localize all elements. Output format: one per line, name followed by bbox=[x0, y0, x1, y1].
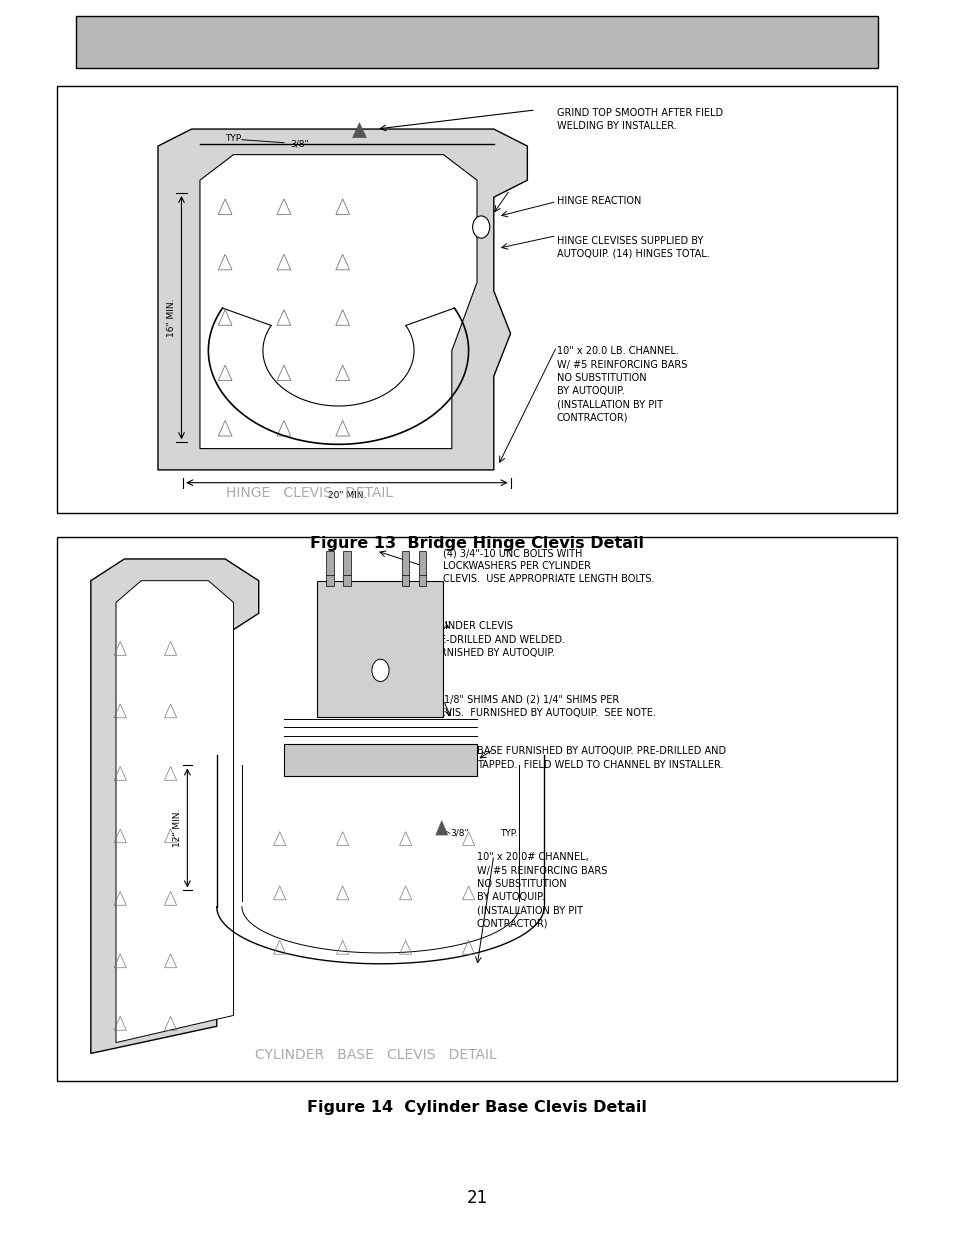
Text: 12" MIN.: 12" MIN. bbox=[173, 809, 182, 847]
Text: 3/8": 3/8" bbox=[450, 829, 468, 837]
Text: 10" x 20.0# CHANNEL,
W/ #5 REINFORCING BARS
NO SUBSTITUTION
BY AUTOQUIP.
(INSTAL: 10" x 20.0# CHANNEL, W/ #5 REINFORCING B… bbox=[476, 852, 607, 929]
Bar bbox=[57, 86, 896, 513]
Text: 3/8": 3/8" bbox=[291, 140, 309, 148]
Polygon shape bbox=[116, 580, 233, 1042]
Bar bbox=[284, 743, 476, 777]
Text: (2) 1/8" SHIMS AND (2) 1/4" SHIMS PER
CLEVIS.  FURNISHED BY AUTOQUIP.  SEE NOTE.: (2) 1/8" SHIMS AND (2) 1/4" SHIMS PER CL… bbox=[426, 695, 655, 718]
Text: GRIND TOP SMOOTH AFTER FIELD
WELDING BY INSTALLER.: GRIND TOP SMOOTH AFTER FIELD WELDING BY … bbox=[557, 107, 722, 131]
Circle shape bbox=[472, 216, 489, 238]
Text: HINGE   CLEVIS   DETAIL: HINGE CLEVIS DETAIL bbox=[225, 487, 393, 500]
Bar bbox=[401, 551, 409, 587]
Polygon shape bbox=[436, 820, 447, 835]
Bar bbox=[76, 16, 877, 68]
Text: Figure 13  Bridge Hinge Clevis Detail: Figure 13 Bridge Hinge Clevis Detail bbox=[310, 536, 643, 551]
Polygon shape bbox=[158, 130, 527, 471]
Bar bbox=[57, 537, 896, 1081]
Polygon shape bbox=[200, 154, 477, 448]
Text: (4) 3/4"-10 UNC BOLTS WITH
LOCKWASHERS PER CYLINDER
CLEVIS.  USE APPROPRIATE LEN: (4) 3/4"-10 UNC BOLTS WITH LOCKWASHERS P… bbox=[443, 548, 654, 584]
Bar bbox=[343, 551, 351, 587]
Text: BASE FURNISHED BY AUTOQUIP. PRE-DRILLED AND
TAPPED.  FIELD WELD TO CHANNEL BY IN: BASE FURNISHED BY AUTOQUIP. PRE-DRILLED … bbox=[476, 746, 725, 769]
Text: Figure 14  Cylinder Base Clevis Detail: Figure 14 Cylinder Base Clevis Detail bbox=[307, 1100, 646, 1115]
Text: CYLINDER   BASE   CLEVIS   DETAIL: CYLINDER BASE CLEVIS DETAIL bbox=[255, 1047, 497, 1062]
Bar bbox=[317, 580, 443, 716]
Text: HINGE CLEVISES SUPPLIED BY
AUTOQUIP. (14) HINGES TOTAL.: HINGE CLEVISES SUPPLIED BY AUTOQUIP. (14… bbox=[557, 236, 709, 259]
Text: HINGE REACTION: HINGE REACTION bbox=[557, 196, 640, 206]
Text: 10" x 20.0 LB. CHANNEL.
W/ #5 REINFORCING BARS
NO SUBSTITUTION
BY AUTOQUIP.
(INS: 10" x 20.0 LB. CHANNEL. W/ #5 REINFORCIN… bbox=[557, 346, 686, 422]
Text: TYP: TYP bbox=[225, 133, 241, 143]
Text: 21: 21 bbox=[466, 1189, 487, 1207]
Text: TYP.: TYP. bbox=[500, 829, 517, 837]
Text: 16" MIN.: 16" MIN. bbox=[168, 299, 176, 337]
Text: 20" MIN.: 20" MIN. bbox=[327, 492, 366, 500]
Polygon shape bbox=[91, 559, 258, 1053]
Polygon shape bbox=[353, 122, 366, 137]
Circle shape bbox=[372, 659, 389, 682]
Text: CYLINDER CLEVIS
PRE-DRILLED AND WELDED.
FURNISHED BY AUTOQUIP.: CYLINDER CLEVIS PRE-DRILLED AND WELDED. … bbox=[426, 621, 564, 658]
Bar bbox=[326, 551, 334, 587]
Bar bbox=[418, 551, 426, 587]
